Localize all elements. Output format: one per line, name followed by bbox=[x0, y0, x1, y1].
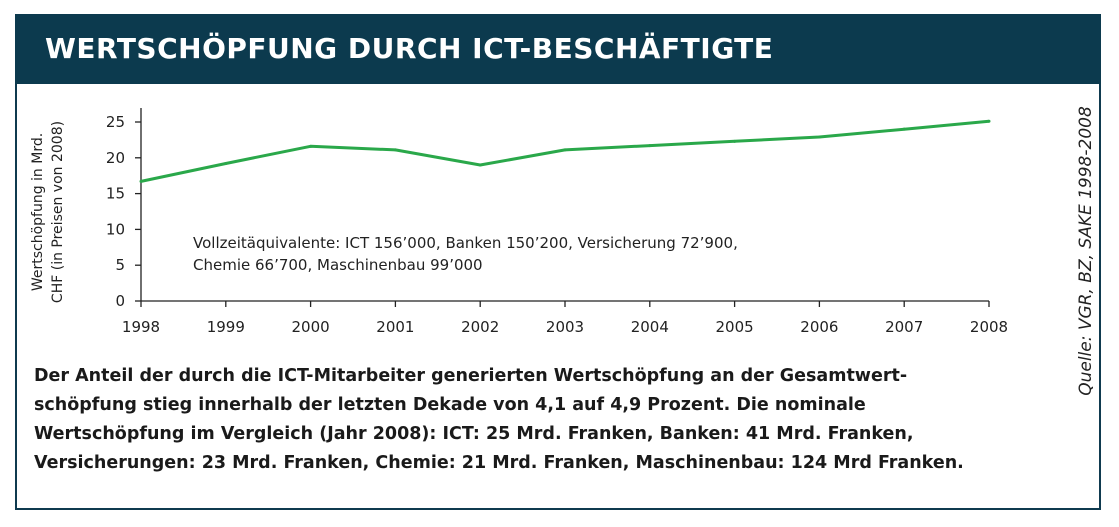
data-point bbox=[393, 148, 397, 152]
y-tick-label: 25 bbox=[106, 113, 125, 131]
data-point bbox=[139, 179, 143, 183]
x-tick-label: 1998 bbox=[122, 318, 160, 336]
description-line: Wertschöpfung im Vergleich (Jahr 2008): … bbox=[34, 424, 914, 444]
x-tick-label: 2007 bbox=[885, 318, 923, 336]
data-point bbox=[648, 144, 652, 148]
data-point bbox=[309, 144, 313, 148]
data-point bbox=[733, 139, 737, 143]
infobox-frame bbox=[15, 14, 1101, 510]
data-point bbox=[563, 148, 567, 152]
data-point bbox=[478, 163, 482, 167]
x-tick-label: 2005 bbox=[716, 318, 754, 336]
chart-annotation: Vollzeitäquivalente: ICT 156’000, Banken… bbox=[193, 234, 738, 252]
data-point bbox=[987, 119, 991, 123]
x-tick-label: 2003 bbox=[546, 318, 584, 336]
source-note: Quelle: VGR, BZ, SAKE 1998-2008 bbox=[1071, 96, 1101, 406]
page-title: WERTSCHÖPFUNG DURCH ICT-BESCHÄFTIGTE bbox=[45, 32, 774, 65]
x-tick-label: 2002 bbox=[461, 318, 499, 336]
y-axis-label: Wertschöpfung in Mrd. bbox=[30, 133, 46, 291]
infobox: WERTSCHÖPFUNG DURCH ICT-BESCHÄFTIGTE bbox=[15, 14, 1101, 510]
y-tick-label: 0 bbox=[115, 292, 125, 310]
description-line: Versicherungen: 23 Mrd. Franken, Chemie:… bbox=[34, 453, 964, 473]
description-line: Der Anteil der durch die ICT-Mitarbeiter… bbox=[34, 366, 908, 386]
data-point bbox=[817, 135, 821, 139]
data-point bbox=[224, 162, 228, 166]
data-point bbox=[902, 127, 906, 131]
x-tick-label: 2006 bbox=[800, 318, 838, 336]
x-tick-label: 1999 bbox=[207, 318, 245, 336]
x-tick-label: 2001 bbox=[376, 318, 414, 336]
x-tick-label: 2004 bbox=[631, 318, 669, 336]
description-line: schöpfung stieg innerhalb der letzten De… bbox=[34, 395, 866, 415]
chart-annotation: Chemie 66’700, Maschinenbau 99’000 bbox=[193, 256, 483, 274]
header-bar: WERTSCHÖPFUNG DURCH ICT-BESCHÄFTIGTE bbox=[15, 14, 1101, 84]
description: Der Anteil der durch die ICT-Mitarbeiter… bbox=[34, 362, 1034, 478]
x-tick-label: 2000 bbox=[292, 318, 330, 336]
x-tick-label: 2008 bbox=[970, 318, 1008, 336]
y-tick-label: 20 bbox=[106, 149, 125, 167]
y-tick-label: 10 bbox=[106, 220, 125, 238]
source-text: Quelle: VGR, BZ, SAKE 1998-2008 bbox=[1076, 106, 1096, 396]
y-tick-label: 15 bbox=[106, 185, 125, 203]
y-axis-label: CHF (in Preisen von 2008) bbox=[50, 121, 66, 303]
y-tick-label: 5 bbox=[115, 256, 125, 274]
